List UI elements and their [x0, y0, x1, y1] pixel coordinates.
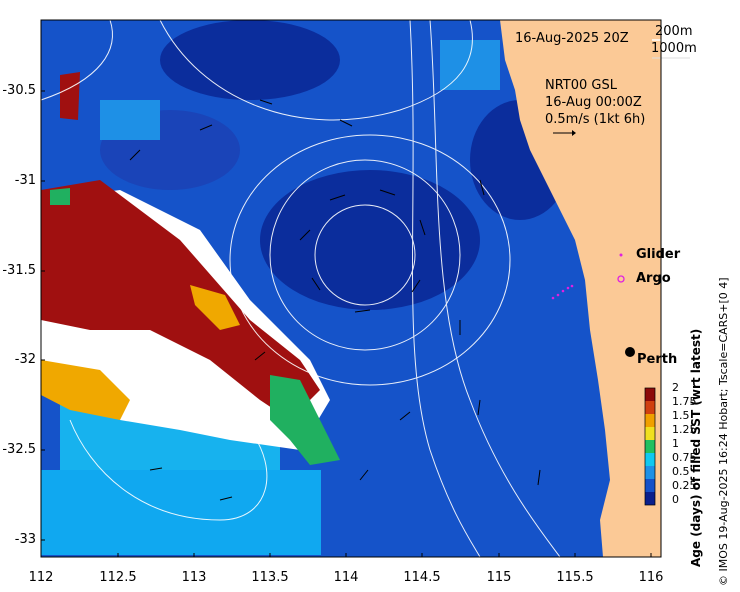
y-tick-label: -31 [14, 173, 36, 188]
x-tick-label: 112.5 [99, 570, 137, 585]
y-tick-label: -31.5 [2, 263, 36, 278]
light-blue-patch [440, 40, 500, 90]
colorbar-tick: 0.5 [672, 465, 690, 478]
orange-band [41, 360, 130, 420]
deep-region [260, 170, 480, 310]
x-tick-label: 115.5 [556, 570, 594, 585]
x-tick-label: 113 [181, 570, 207, 585]
current-arrow [329, 194, 346, 201]
y-tick-label: -32.5 [2, 442, 36, 457]
colorbar-tick: 1.75 [672, 395, 697, 408]
contour-line [69, 419, 268, 521]
argo-legend-marker [617, 275, 625, 283]
current-arrow [537, 469, 541, 486]
contour-line [159, 19, 473, 121]
contour-line [409, 19, 481, 558]
glider-legend-label: Glider [636, 247, 681, 262]
current-arrow [199, 124, 213, 131]
current-arrow [479, 179, 485, 196]
contour-line [269, 159, 461, 351]
perth-marker [625, 347, 635, 357]
x-tick-label: 114 [333, 570, 359, 585]
scale-arrow-head [572, 130, 576, 136]
colorbar [644, 387, 656, 506]
contour-line [314, 204, 416, 306]
current-arrow [149, 467, 163, 471]
x-tick-label: 113.5 [251, 570, 289, 585]
colorbar-tick: 1.5 [672, 409, 690, 422]
current-arrow [359, 469, 369, 481]
current-arrow [411, 279, 421, 293]
colorbar-tick: 2 [672, 381, 679, 394]
current-arrow [339, 119, 353, 127]
current-arrow [129, 149, 141, 161]
current-arrows [129, 99, 541, 501]
current-arrow [254, 351, 266, 361]
colorbar-tick: 0 [672, 493, 679, 506]
colorbar-tick: 0.25 [672, 479, 697, 492]
current-arrow [219, 496, 233, 501]
current-arrow [477, 399, 481, 416]
cyan-strip [41, 470, 321, 555]
credit-text: © IMOS 19-Aug-2025 16:24 Hobart; Tscale=… [717, 277, 730, 586]
y-tick-label: -30.5 [2, 83, 36, 98]
current-model-label: NRT00 GSL [545, 78, 617, 93]
light-blue-patch [100, 100, 160, 140]
land-area [500, 20, 661, 557]
argo-legend-label: Argo [636, 271, 671, 286]
old-data-patch [60, 72, 80, 120]
x-tick-label: 115 [486, 570, 512, 585]
glider-legend-marker [619, 253, 623, 257]
contour-line [429, 19, 561, 558]
current-arrow [259, 99, 273, 105]
y-tick-label: -32 [14, 352, 36, 367]
contour-legend-1000m: 1000m [651, 41, 697, 56]
contour-legend-200m: 200m [655, 24, 693, 39]
green-patch [270, 375, 340, 465]
current-arrow [399, 411, 411, 421]
date-label: 16-Aug-2025 20Z [515, 31, 629, 46]
map-frame [40, 19, 662, 558]
deep-region [160, 20, 340, 100]
green-patch [50, 188, 70, 205]
glider-track [551, 284, 574, 300]
colorbar-tick: 1 [672, 437, 679, 450]
contour-line [40, 19, 113, 101]
colorbar-tick: 1.25 [672, 423, 697, 436]
current-arrow [379, 189, 396, 196]
current-arrow [311, 277, 321, 291]
x-tick-label: 112 [28, 570, 54, 585]
x-tick-label: 114.5 [403, 570, 441, 585]
current-time-label: 16-Aug 00:00Z [545, 95, 642, 110]
contour-line [229, 134, 511, 386]
perth-label: Perth [637, 352, 678, 367]
orange-band [190, 285, 240, 330]
current-arrow [419, 219, 426, 236]
y-tick-label: -33 [14, 532, 36, 547]
current-arrow [299, 229, 311, 241]
old-data-patch [41, 180, 320, 420]
colorbar-tick: 0.75 [672, 451, 697, 464]
x-tick-label: 116 [638, 570, 664, 585]
current-scale-label: 0.5m/s (1kt 6h) [545, 112, 646, 127]
current-arrow [354, 309, 371, 313]
colorbar-title: Age (days) of filled SST (wrt latest) [689, 328, 703, 567]
